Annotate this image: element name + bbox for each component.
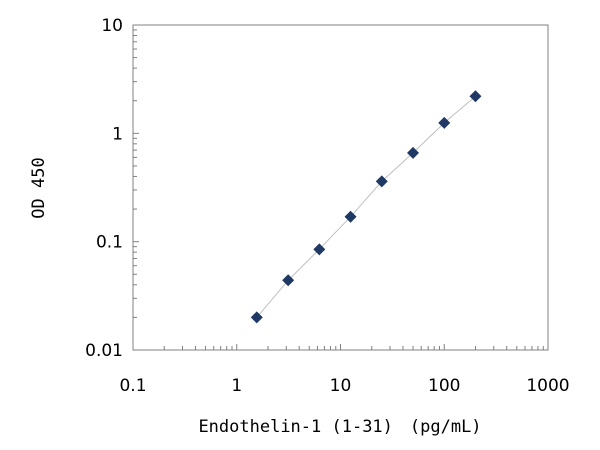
axis-ticks <box>132 24 549 351</box>
x-tick-label: 100 <box>428 376 460 396</box>
y-tick-label: 0.1 <box>96 233 123 253</box>
data-point <box>313 243 326 256</box>
x-tick-label: 1 <box>231 376 242 396</box>
data-point <box>407 146 420 159</box>
y-tick-label: 1 <box>112 124 123 144</box>
y-axis-title: OD 450 <box>29 157 49 218</box>
y-tick-label: 10 <box>101 16 123 36</box>
data-point <box>469 90 482 103</box>
plot-frame <box>132 24 549 351</box>
x-tick-label: 10 <box>330 376 352 396</box>
data-point <box>438 116 451 129</box>
data-point <box>250 311 263 324</box>
x-tick-label: 1000 <box>526 376 569 396</box>
series-line <box>256 95 476 318</box>
data-point <box>344 210 357 223</box>
data-point <box>375 175 388 188</box>
plot-area <box>132 24 549 351</box>
tick-labels: 0.1 1 10 100 1000 0.01 0.1 1 10 <box>85 16 569 396</box>
series <box>250 90 482 324</box>
x-axis-title: Endothelin-1 (1-31) (pg/mL) <box>198 417 481 437</box>
data-point <box>282 274 295 287</box>
x-tick-label: 0.1 <box>119 376 146 396</box>
y-tick-label: 0.01 <box>85 341 123 361</box>
